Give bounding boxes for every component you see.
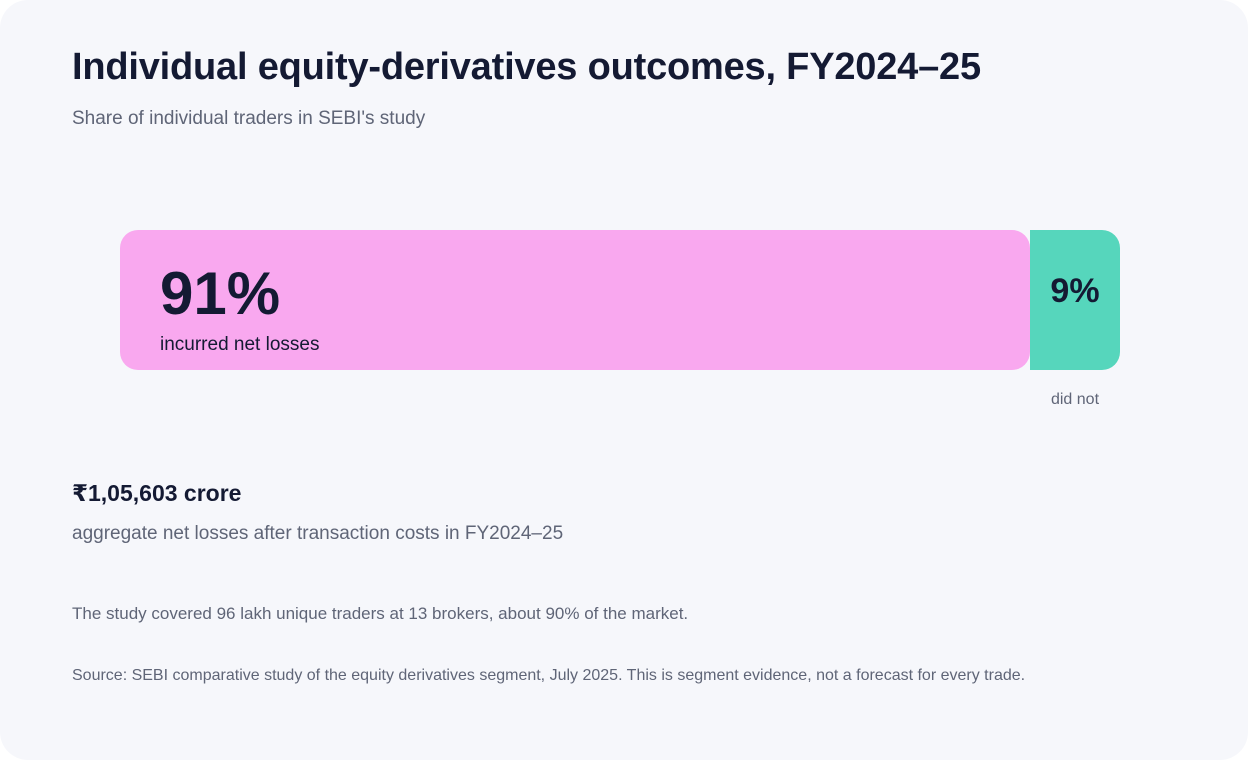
- study-note: The study covered 96 lakh unique traders…: [72, 604, 689, 623]
- bar-segment-losses: 91% incurred net losses: [120, 230, 1030, 370]
- bar-label-did-not: did not: [1050, 391, 1100, 408]
- bar-value-did-not: 9%: [1050, 272, 1100, 310]
- bar-label-losses: incurred net losses: [160, 334, 320, 355]
- aggregate-loss-description: aggregate net losses after transaction c…: [72, 523, 564, 544]
- bar-value-losses: 91%: [160, 260, 281, 327]
- bar-segment-did-not: 9%: [1030, 230, 1120, 370]
- chart-title: Individual equity-derivatives outcomes, …: [72, 46, 981, 88]
- aggregate-loss-value: ₹1,05,603 crore: [72, 480, 242, 506]
- source-note: Source: SEBI comparative study of the eq…: [72, 667, 1026, 684]
- chart-subtitle: Share of individual traders in SEBI's st…: [72, 108, 426, 129]
